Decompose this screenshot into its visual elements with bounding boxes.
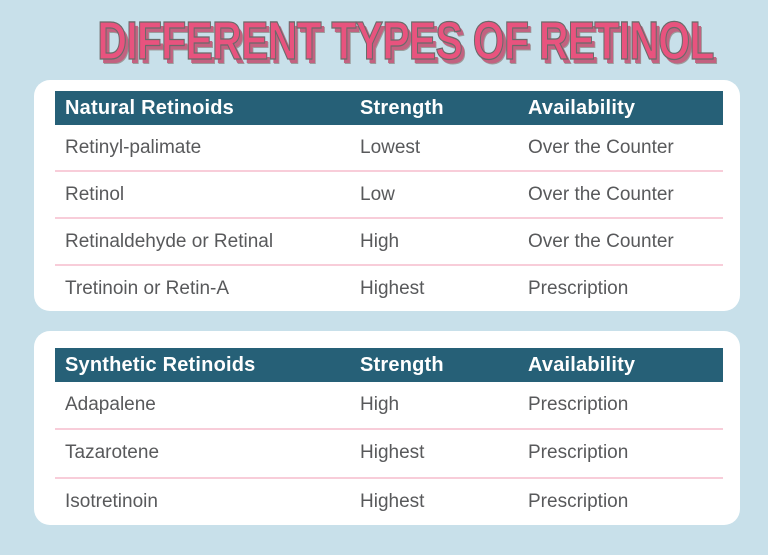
table-body: Adapalene High Prescription Tazarotene H… xyxy=(55,382,723,525)
cell-availability: Prescription xyxy=(528,277,629,299)
table-header-row: Synthetic Retinoids Strength Availabilit… xyxy=(55,348,723,382)
cell-availability: Prescription xyxy=(528,490,629,512)
natural-retinoids-table: Natural Retinoids Strength Availability … xyxy=(34,80,740,311)
cell-strength: Low xyxy=(360,183,395,205)
cell-name: Tretinoin or Retin-A xyxy=(65,277,230,299)
cell-name: Retinaldehyde or Retinal xyxy=(65,230,274,252)
cell-strength: High xyxy=(360,230,400,252)
cell-availability: Prescription xyxy=(528,442,629,464)
table-row: Retinyl-palimate Lowest Over the Counter xyxy=(55,125,723,172)
table-body: Retinyl-palimate Lowest Over the Counter… xyxy=(55,125,723,311)
cell-availability: Prescription xyxy=(528,394,629,416)
column-header-availability: Availability xyxy=(528,96,636,119)
table-header-row: Natural Retinoids Strength Availability xyxy=(55,91,723,125)
table-row: Tazarotene Highest Prescription xyxy=(55,430,723,479)
column-header-synthetic-retinoids: Synthetic Retinoids xyxy=(65,353,256,376)
table-row: Tretinoin or Retin-A Highest Prescriptio… xyxy=(55,266,723,311)
cell-name: Tazarotene xyxy=(65,442,160,464)
page-title: DIFFERENT TYPES OF RETINOL xyxy=(97,10,715,71)
cell-name: Isotretinoin xyxy=(65,490,158,512)
table-row: Isotretinoin Highest Prescription xyxy=(55,479,723,525)
column-header-strength: Strength xyxy=(360,353,444,376)
cell-name: Retinyl-palimate xyxy=(65,136,202,158)
cell-strength: Highest xyxy=(360,490,425,512)
table-row: Retinol Low Over the Counter xyxy=(55,172,723,219)
title-bar: DIFFERENT TYPES OF RETINOL xyxy=(0,10,768,72)
cell-name: Adapalene xyxy=(65,394,156,416)
cell-availability: Over the Counter xyxy=(528,230,674,252)
column-header-strength: Strength xyxy=(360,96,444,119)
table-row: Retinaldehyde or Retinal High Over the C… xyxy=(55,219,723,266)
cell-strength: Lowest xyxy=(360,136,421,158)
cell-strength: Highest xyxy=(360,442,425,464)
cell-availability: Over the Counter xyxy=(528,183,674,205)
cell-strength: High xyxy=(360,394,400,416)
table-row: Adapalene High Prescription xyxy=(55,382,723,431)
cell-strength: Highest xyxy=(360,277,425,299)
column-header-natural-retinoids: Natural Retinoids xyxy=(65,96,234,119)
column-header-availability: Availability xyxy=(528,353,636,376)
cell-availability: Over the Counter xyxy=(528,136,674,158)
synthetic-retinoids-table: Synthetic Retinoids Strength Availabilit… xyxy=(34,331,740,525)
cell-name: Retinol xyxy=(65,183,125,205)
